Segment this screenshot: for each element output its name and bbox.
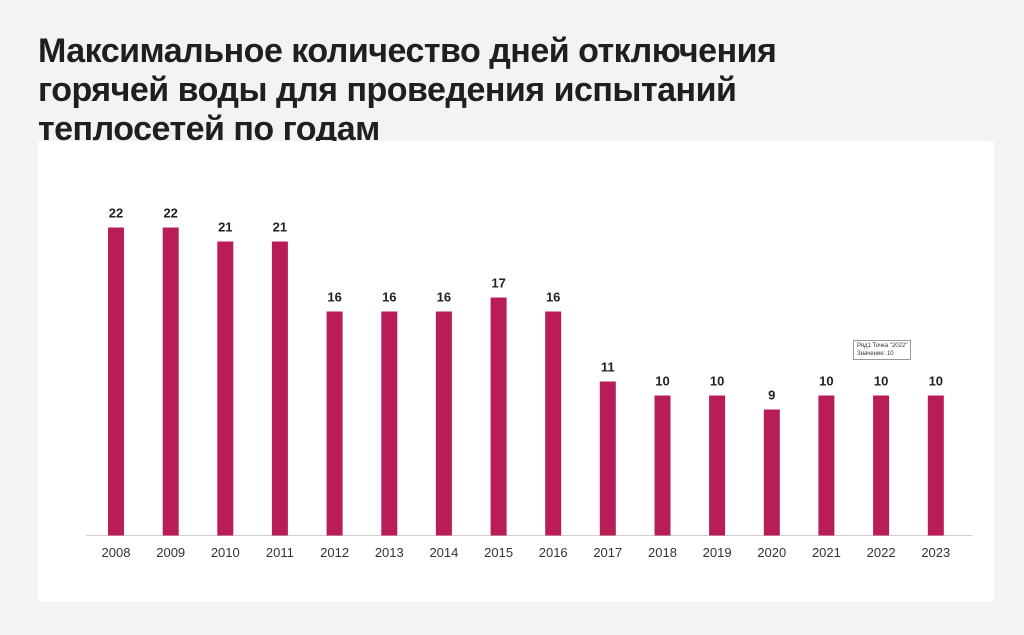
- x-tick-2015: 2015: [484, 545, 513, 560]
- title-line-1: Максимальное количество дней отключения: [38, 32, 777, 70]
- x-tick-2008: 2008: [102, 545, 131, 560]
- x-tick-2020: 2020: [757, 545, 786, 560]
- data-label-2022: 10: [874, 374, 888, 389]
- data-label-2021: 10: [819, 374, 833, 389]
- bar-2022[interactable]: [873, 395, 890, 536]
- data-label-2019: 10: [710, 374, 724, 389]
- chart-title: Максимальное количество дней отключения …: [38, 32, 938, 149]
- bar-2009[interactable]: [162, 227, 179, 536]
- x-tick-2011: 2011: [266, 545, 294, 560]
- bar-2015[interactable]: [490, 297, 507, 536]
- title-line-2: горячей воды для проведения испытаний: [38, 71, 737, 109]
- x-tick-2017: 2017: [593, 545, 622, 560]
- tooltip-value: Значение: 10: [857, 351, 894, 357]
- bar-chart: 22 2008 22 2009 21 2010 21 2011 16 2012 16 2013 16 20…: [86, 206, 972, 560]
- data-label-2017: 11: [601, 360, 615, 375]
- data-label-2012: 16: [327, 290, 341, 305]
- chart-card: 22 2008 22 2009 21 2010 21 2011 16 2012 16 2013 16 20…: [38, 141, 994, 602]
- x-tick-2012: 2012: [320, 545, 349, 560]
- data-label-2013: 16: [382, 290, 396, 305]
- x-tick-2009: 2009: [156, 545, 185, 560]
- bar-2008[interactable]: [108, 227, 124, 536]
- bar-2012[interactable]: [326, 311, 343, 536]
- data-label-2008: 22: [109, 206, 123, 221]
- data-label-2016: 16: [546, 290, 560, 305]
- tooltip-series-point: Ряд1 Точка "2022": [857, 343, 908, 349]
- x-tick-2018: 2018: [648, 545, 677, 560]
- bar-2018[interactable]: [654, 395, 671, 536]
- bar-2013[interactable]: [381, 311, 398, 536]
- bar-2016[interactable]: [545, 311, 562, 536]
- bar-2021[interactable]: [818, 395, 835, 536]
- x-tick-2016: 2016: [539, 545, 568, 560]
- bar-2019[interactable]: [709, 395, 726, 536]
- bar-2014[interactable]: [435, 311, 452, 536]
- data-label-2010: 21: [218, 220, 232, 235]
- x-tick-2022: 2022: [867, 545, 896, 560]
- x-tick-2014: 2014: [429, 545, 458, 560]
- x-tick-2013: 2013: [375, 545, 404, 560]
- data-label-2023: 10: [929, 374, 943, 389]
- x-tick-2023: 2023: [921, 545, 950, 560]
- x-tick-2010: 2010: [211, 545, 240, 560]
- data-label-2018: 10: [655, 374, 669, 389]
- bar-2020[interactable]: [763, 409, 780, 536]
- bar-2011[interactable]: [271, 241, 288, 536]
- x-tick-2021: 2021: [812, 545, 841, 560]
- bar-2017[interactable]: [599, 381, 616, 536]
- data-label-2020: 9: [768, 388, 775, 403]
- data-tooltip: Ряд1 Точка "2022" Значение: 10: [853, 340, 912, 360]
- data-label-2011: 21: [273, 220, 287, 235]
- data-label-2014: 16: [437, 290, 451, 305]
- data-label-2015: 17: [491, 276, 505, 291]
- data-label-2009: 22: [163, 206, 177, 221]
- x-tick-2019: 2019: [703, 545, 732, 560]
- bar-2023[interactable]: [927, 395, 944, 536]
- bar-2010[interactable]: [217, 241, 234, 536]
